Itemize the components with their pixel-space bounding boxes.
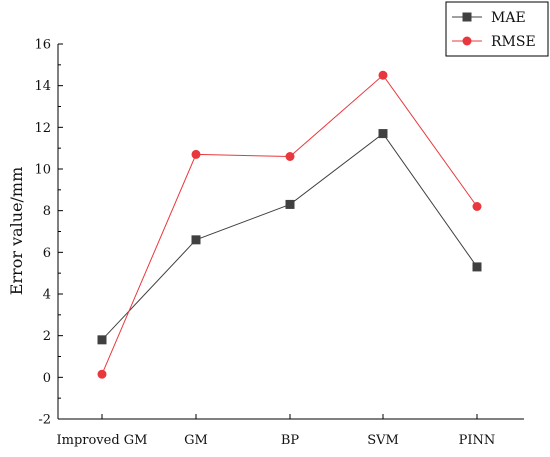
x-tick-label: GM <box>184 433 208 448</box>
mae-point <box>472 262 482 272</box>
mae-point <box>191 235 201 245</box>
mae-legend-marker <box>462 12 472 22</box>
legend: MAE RMSE <box>445 1 549 57</box>
y-tick-label: 16 <box>34 38 51 53</box>
mae-line <box>101 132 478 341</box>
y-tick-label: 2 <box>43 329 51 344</box>
rmse-point <box>97 369 107 379</box>
y-tick-label: 14 <box>34 79 51 94</box>
rmse-point <box>285 152 295 161</box>
mae-point <box>97 335 107 345</box>
y-tick-label: 4 <box>43 288 51 303</box>
rmse-legend-label: RMSE <box>491 34 536 50</box>
x-tick-label: PINN <box>459 433 496 448</box>
y-tick-label: 10 <box>34 163 51 178</box>
legend-box <box>445 1 549 57</box>
rmse-legend-marker <box>462 36 472 46</box>
axes <box>57 44 524 420</box>
mae-point <box>378 129 388 139</box>
x-tick-label: SVM <box>367 433 399 448</box>
x-tick-label: BP <box>281 433 300 448</box>
rmse-point <box>191 149 201 159</box>
rmse-line <box>101 74 478 375</box>
y-axis-label: Error value/mm <box>7 167 26 296</box>
series-layer <box>97 70 482 379</box>
rmse-point <box>378 70 388 80</box>
y-ticks: -2 0 2 4 6 8 10 12 14 16 <box>34 38 63 428</box>
x-ticks: Improved GM GM BP SVM PINN <box>56 414 495 448</box>
y-tick-label: -2 <box>38 413 51 428</box>
y-tick-label: 0 <box>43 371 51 386</box>
mae-point <box>285 199 295 209</box>
x-tick-label: Improved GM <box>56 433 147 448</box>
y-tick-label: 12 <box>34 121 51 136</box>
y-tick-label: 6 <box>43 246 51 261</box>
rmse-point <box>472 202 482 211</box>
mae-legend-label: MAE <box>491 10 526 26</box>
y-tick-label: 8 <box>43 204 51 219</box>
